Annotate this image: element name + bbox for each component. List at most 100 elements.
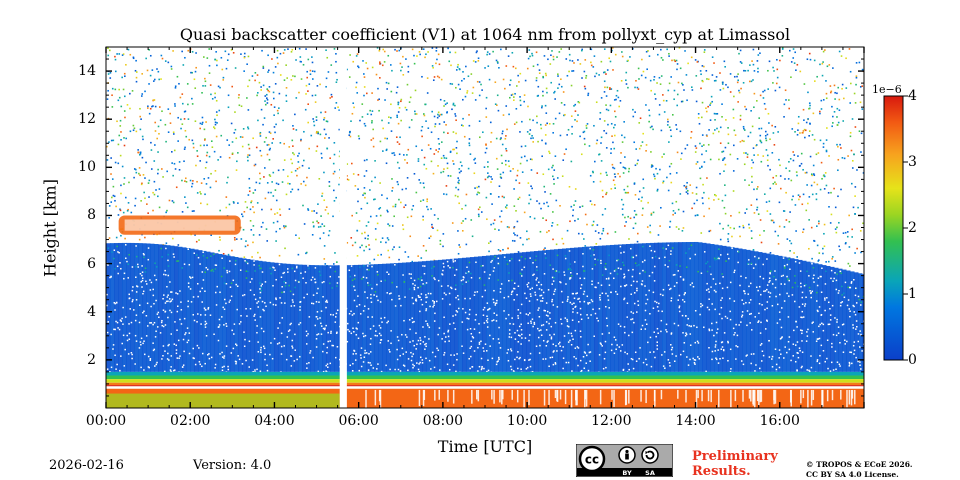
noise-dot bbox=[676, 68, 678, 71]
noise-dot bbox=[831, 125, 833, 128]
noise-dot bbox=[490, 176, 492, 178]
noise-dot bbox=[135, 168, 137, 171]
speckle-dot bbox=[734, 332, 736, 334]
speckle-dot bbox=[486, 315, 488, 318]
speckle-dot bbox=[769, 272, 771, 274]
speckle-dot bbox=[290, 322, 292, 325]
noise-dot bbox=[246, 206, 249, 209]
speckle-dot bbox=[161, 324, 163, 327]
noise-dot bbox=[210, 234, 212, 237]
aerosol-column bbox=[686, 242, 691, 372]
speckle-dot bbox=[359, 313, 362, 315]
speckle-dot bbox=[429, 305, 431, 308]
aerosol-column bbox=[758, 252, 763, 372]
speckle-dot bbox=[552, 351, 555, 353]
aerosol-column bbox=[842, 269, 847, 372]
speckle-dot bbox=[117, 327, 119, 329]
speckle-dot bbox=[126, 334, 128, 337]
noise-dot bbox=[432, 66, 434, 69]
noise-dot bbox=[303, 130, 305, 133]
noise-dot bbox=[807, 91, 809, 94]
speckle-dot bbox=[696, 340, 699, 343]
noise-dot bbox=[610, 122, 613, 125]
noise-dot bbox=[625, 71, 628, 74]
noise-dot bbox=[839, 143, 841, 146]
speckle-dot bbox=[717, 248, 720, 250]
noise-dot bbox=[759, 94, 762, 97]
speckle-dot bbox=[517, 351, 519, 353]
speckle-dot bbox=[155, 299, 157, 302]
noise-dot bbox=[119, 125, 122, 127]
noise-dot bbox=[577, 114, 579, 116]
noise-dot bbox=[753, 188, 755, 191]
noise-dot bbox=[793, 62, 796, 64]
speckle-dot bbox=[357, 337, 360, 340]
noise-dot bbox=[862, 222, 864, 225]
noise-dot bbox=[458, 179, 460, 182]
noise-dot bbox=[722, 158, 725, 160]
noise-dot bbox=[113, 195, 116, 198]
noise-dot bbox=[592, 181, 595, 183]
noise-dot bbox=[170, 68, 173, 70]
speckle-dot bbox=[804, 305, 806, 307]
noise-dot bbox=[764, 108, 767, 110]
noise-dot bbox=[261, 49, 263, 52]
noise-dot bbox=[526, 230, 528, 233]
speckle-dot bbox=[470, 340, 472, 343]
speckle-dot bbox=[771, 355, 774, 358]
speckle-dot bbox=[167, 294, 169, 296]
speckle-dot bbox=[419, 339, 422, 342]
speckle-dot bbox=[141, 277, 144, 280]
speckle-dot bbox=[378, 332, 381, 335]
speckle-dot bbox=[806, 369, 808, 371]
speckle-dot bbox=[452, 322, 455, 324]
noise-dot bbox=[387, 122, 390, 124]
speckle-dot bbox=[114, 309, 116, 311]
noise-dot bbox=[398, 167, 401, 169]
noise-dot bbox=[515, 121, 518, 124]
noise-dot bbox=[346, 163, 349, 165]
speckle-dot bbox=[443, 292, 446, 294]
speckle-dot bbox=[294, 279, 297, 282]
speckle-dot bbox=[199, 363, 201, 366]
speckle-dot bbox=[551, 298, 554, 301]
speckle-dot bbox=[840, 272, 843, 275]
speckle-dot bbox=[641, 280, 644, 282]
speckle-dot bbox=[836, 318, 838, 321]
speckle-dot bbox=[768, 296, 771, 298]
noise-dot bbox=[411, 208, 413, 211]
speckle-dot bbox=[315, 346, 318, 348]
speckle-dot bbox=[486, 326, 489, 328]
noise-dot bbox=[613, 173, 616, 175]
noise-dot bbox=[686, 99, 688, 102]
speckle-dot bbox=[419, 343, 422, 345]
noise-dot bbox=[738, 91, 741, 94]
noise-dot bbox=[206, 151, 209, 154]
noise-dot bbox=[201, 123, 203, 125]
noise-dot bbox=[538, 69, 541, 71]
noise-dot bbox=[109, 77, 112, 79]
noise-dot bbox=[449, 51, 451, 54]
aerosol-column bbox=[522, 252, 527, 372]
noise-dot bbox=[365, 92, 368, 95]
speckle-dot bbox=[553, 290, 556, 293]
speckle-dot bbox=[466, 317, 468, 320]
speckle-dot bbox=[617, 267, 620, 269]
noise-dot bbox=[119, 208, 121, 211]
speckle-dot bbox=[404, 296, 406, 298]
noise-dot bbox=[696, 199, 698, 202]
speckle-dot bbox=[817, 310, 819, 313]
noise-dot bbox=[119, 209, 122, 212]
noise-dot bbox=[192, 146, 195, 149]
aerosol-column bbox=[270, 262, 275, 372]
noise-dot bbox=[783, 226, 786, 228]
noise-dot bbox=[543, 202, 545, 205]
speckle-dot bbox=[652, 291, 655, 294]
speckle-dot bbox=[457, 295, 459, 297]
speckle-dot bbox=[124, 348, 126, 351]
noise-dot bbox=[293, 153, 295, 156]
noise-dot bbox=[721, 103, 723, 105]
speckle-dot bbox=[120, 267, 122, 270]
noise-dot bbox=[822, 146, 825, 148]
speckle-dot bbox=[571, 370, 573, 372]
